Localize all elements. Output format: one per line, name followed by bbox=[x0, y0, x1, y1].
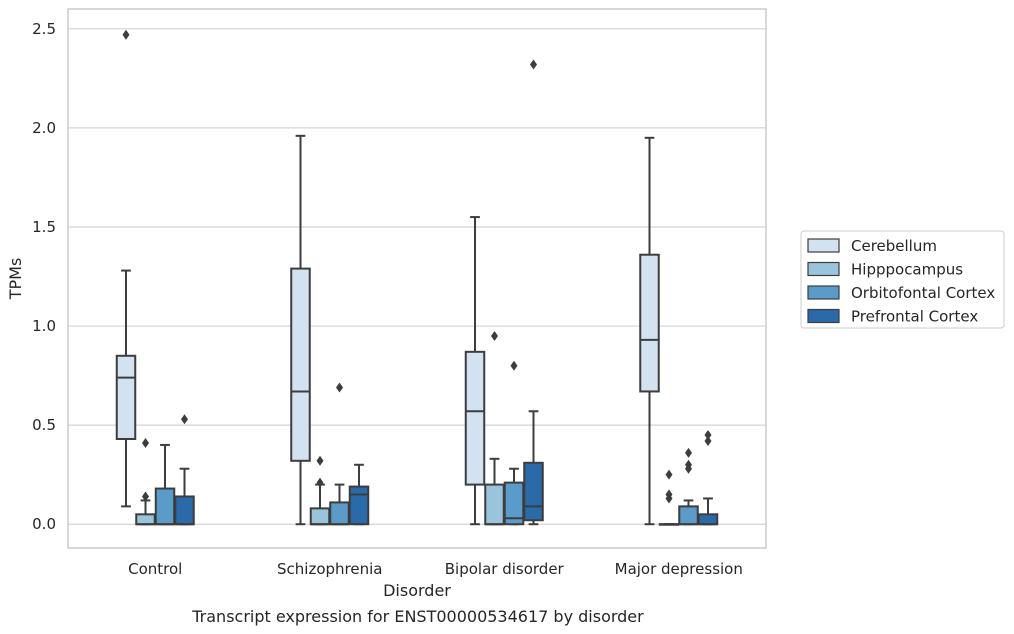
x-axis-label: Disorder bbox=[383, 581, 451, 600]
box-body bbox=[523, 461, 544, 522]
y-tick-label: 0.5 bbox=[32, 416, 56, 434]
outlier-point bbox=[685, 459, 692, 470]
legend-swatch bbox=[807, 308, 840, 324]
outlier-point bbox=[336, 382, 343, 393]
box-hipppocampus bbox=[135, 437, 156, 526]
box-hipppocampus bbox=[309, 455, 331, 526]
box-prefrontal-cortex bbox=[697, 430, 719, 526]
box-orbitofontal-cortex bbox=[329, 382, 350, 526]
box-prefrontal-cortex bbox=[174, 414, 195, 526]
box-body bbox=[697, 513, 719, 526]
plot-marks bbox=[115, 29, 719, 526]
box-body bbox=[290, 267, 311, 462]
y-tick-label: 1.5 bbox=[32, 218, 56, 236]
box-orbitofontal-cortex bbox=[503, 360, 525, 526]
box-cerebellum bbox=[464, 216, 486, 526]
box-orbitofontal-cortex bbox=[154, 443, 176, 526]
outlier-point bbox=[316, 455, 324, 466]
outlier-point bbox=[665, 489, 673, 500]
box-body bbox=[135, 513, 156, 526]
box-cerebellum bbox=[639, 136, 660, 526]
x-tick-label: Major depression bbox=[615, 560, 743, 578]
box-body bbox=[115, 354, 137, 441]
box-body bbox=[329, 501, 350, 526]
outlier-point bbox=[665, 469, 673, 480]
box-body bbox=[348, 485, 370, 526]
plot-frame bbox=[67, 8, 767, 549]
outlier-point bbox=[316, 477, 324, 488]
outlier-point bbox=[491, 330, 498, 341]
legend-swatch bbox=[807, 238, 840, 253]
outlier-point bbox=[142, 437, 149, 448]
y-tick-label: 2.0 bbox=[32, 119, 56, 137]
box-body bbox=[154, 487, 176, 526]
outlier-point bbox=[685, 447, 692, 458]
box-body bbox=[464, 350, 486, 486]
y-axis-label: TPMs bbox=[6, 258, 25, 301]
legend-label: Orbitofontal Cortex bbox=[851, 284, 995, 302]
outlier-point bbox=[510, 360, 518, 371]
outlier-point bbox=[704, 435, 712, 446]
outlier-point bbox=[142, 491, 149, 502]
y-tick-labels: 0.0 0.5 1.0 1.5 2.0 2.5 bbox=[32, 20, 56, 533]
x-tick-label: Bipolar disorder bbox=[445, 560, 565, 578]
y-tick-label: 1.0 bbox=[32, 317, 56, 335]
x-tick-label: Schizophrenia bbox=[277, 560, 382, 578]
box-body bbox=[174, 495, 195, 526]
grid-lines bbox=[68, 28, 766, 525]
outlier-point bbox=[530, 59, 537, 70]
box-body bbox=[639, 253, 660, 393]
legend-frame bbox=[800, 230, 1005, 329]
y-tick-label: 0.0 bbox=[32, 515, 56, 533]
legend-label: Hipppocampus bbox=[851, 261, 963, 279]
box-prefrontal-cortex bbox=[523, 59, 544, 526]
box-body bbox=[484, 483, 505, 526]
chart-caption: Transcript expression for ENST0000053461… bbox=[191, 607, 644, 626]
legend-swatch bbox=[807, 285, 840, 300]
box-prefrontal-cortex bbox=[348, 463, 370, 526]
legend-swatch bbox=[807, 261, 840, 277]
box-cerebellum bbox=[290, 134, 311, 526]
box-hipppocampus bbox=[484, 330, 505, 526]
y-tick-label: 2.5 bbox=[32, 20, 56, 38]
outlier-point bbox=[704, 430, 712, 441]
box-orbitofontal-cortex bbox=[678, 447, 699, 526]
box-hipppocampus bbox=[658, 469, 680, 526]
x-tick-labels: Control Schizophrenia Bipolar disorder Majo… bbox=[128, 560, 743, 578]
box-body bbox=[678, 505, 699, 526]
legend-label: Prefrontal Cortex bbox=[851, 308, 978, 326]
box-cerebellum bbox=[115, 29, 137, 508]
x-tick-label: Control bbox=[128, 560, 182, 578]
legend: Cerebellum Hipppocampus Orbitofontal Corte… bbox=[800, 230, 1005, 329]
legend-label: Cerebellum bbox=[851, 237, 937, 255]
box-body bbox=[309, 507, 331, 526]
outlier-point bbox=[122, 29, 130, 40]
outlier-point bbox=[181, 414, 188, 425]
